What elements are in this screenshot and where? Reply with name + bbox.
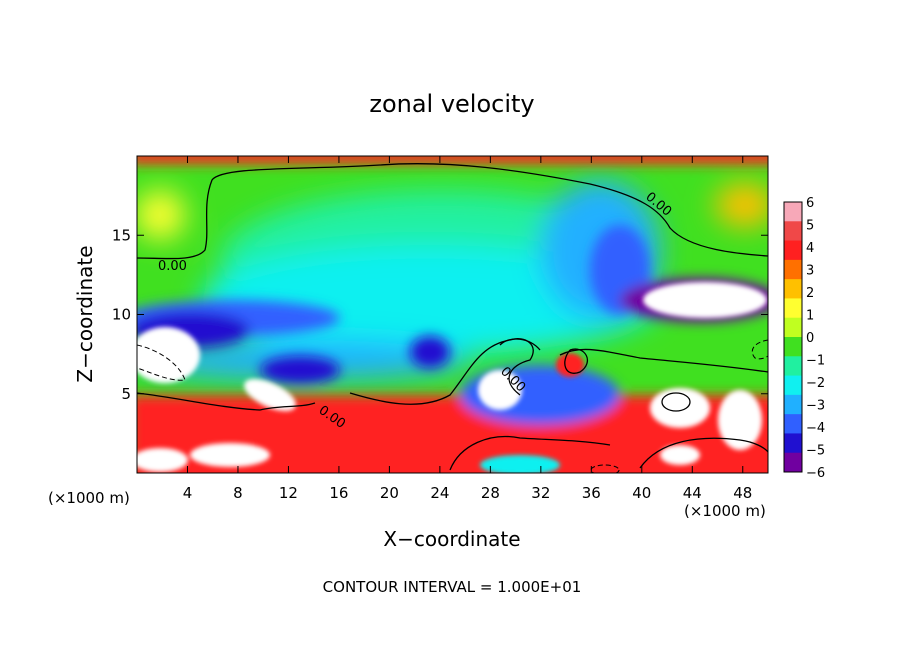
colorbar-tick-label: −6 xyxy=(806,466,825,481)
colorbar-swatch xyxy=(784,433,802,454)
y-axis-label: Z−coordinate xyxy=(73,245,97,382)
contour-interval-note: CONTOUR INTERVAL = 1.000E+01 xyxy=(323,578,582,596)
colorbar-swatch xyxy=(784,394,802,415)
colorbar-swatch xyxy=(784,337,802,357)
velocity-field xyxy=(137,156,768,473)
colorbar-tick-label: 5 xyxy=(806,219,814,234)
x-tick-label: 24 xyxy=(430,484,449,502)
colorbar-tick-label: 4 xyxy=(806,241,814,256)
x-tick-label: 40 xyxy=(632,484,651,502)
x-tick-label: 4 xyxy=(183,484,193,502)
x-axis-label: X−coordinate xyxy=(383,527,520,551)
colorbar-swatch xyxy=(784,259,802,280)
colorbar-tick-label: 6 xyxy=(806,196,814,211)
x-tick-label: 44 xyxy=(683,484,702,502)
x-tick-label: 16 xyxy=(329,484,348,502)
colorbar-tick-label: 0 xyxy=(806,331,814,346)
colorbar-tick-label: 2 xyxy=(806,286,814,301)
colorbar-swatch xyxy=(784,279,802,299)
colorbar-tick-label: −5 xyxy=(806,444,825,459)
x-tick-label: 8 xyxy=(233,484,243,502)
colorbar-swatch xyxy=(784,452,802,473)
x-axis: 4 8 12 16 20 24 28 32 36 40 44 48 xyxy=(183,156,752,502)
x-tick-label: 12 xyxy=(279,484,298,502)
y-tick-label: 15 xyxy=(112,226,131,244)
colorbar-swatch xyxy=(784,414,802,434)
colorbar-tick-label: −1 xyxy=(806,354,825,369)
x-unit-label-right: (×1000 m) xyxy=(684,502,766,520)
chart-title: zonal velocity xyxy=(369,90,534,118)
colorbar-swatch xyxy=(784,317,802,338)
colorbar-tick-label: 1 xyxy=(806,309,814,324)
colorbar-frame xyxy=(783,201,803,473)
colorbar-swatch xyxy=(784,356,802,377)
colorbar-swatch xyxy=(784,240,802,261)
colorbar-swatch xyxy=(784,375,802,396)
colorbar-tick-label: 3 xyxy=(806,264,814,279)
contour-lines xyxy=(137,163,768,471)
colorbar-swatch xyxy=(784,298,802,319)
x-tick-label: 48 xyxy=(733,484,752,502)
colorbar-tick-label: −2 xyxy=(806,376,825,391)
x-tick-label: 36 xyxy=(582,484,601,502)
colorbar-tick-label: −4 xyxy=(806,421,825,436)
x-tick-label: 28 xyxy=(481,484,500,502)
contour-label-left: 0.00 xyxy=(158,259,187,274)
y-tick-label: 5 xyxy=(121,385,131,403)
colorbar: 6 5 4 3 2 1 0 −1 −2 −3 −4 −5 −6 xyxy=(783,196,825,481)
y-tick-label: 10 xyxy=(112,306,131,324)
colorbar-swatch xyxy=(784,202,802,222)
x-tick-label: 20 xyxy=(380,484,399,502)
y-axis: 5 10 15 xyxy=(112,226,768,403)
dashed-contours xyxy=(137,339,768,473)
x-unit-label: (×1000 m) xyxy=(48,489,130,507)
colorbar-tick-label: −3 xyxy=(806,399,825,414)
x-tick-label: 32 xyxy=(531,484,550,502)
colorbar-swatch xyxy=(784,221,802,242)
